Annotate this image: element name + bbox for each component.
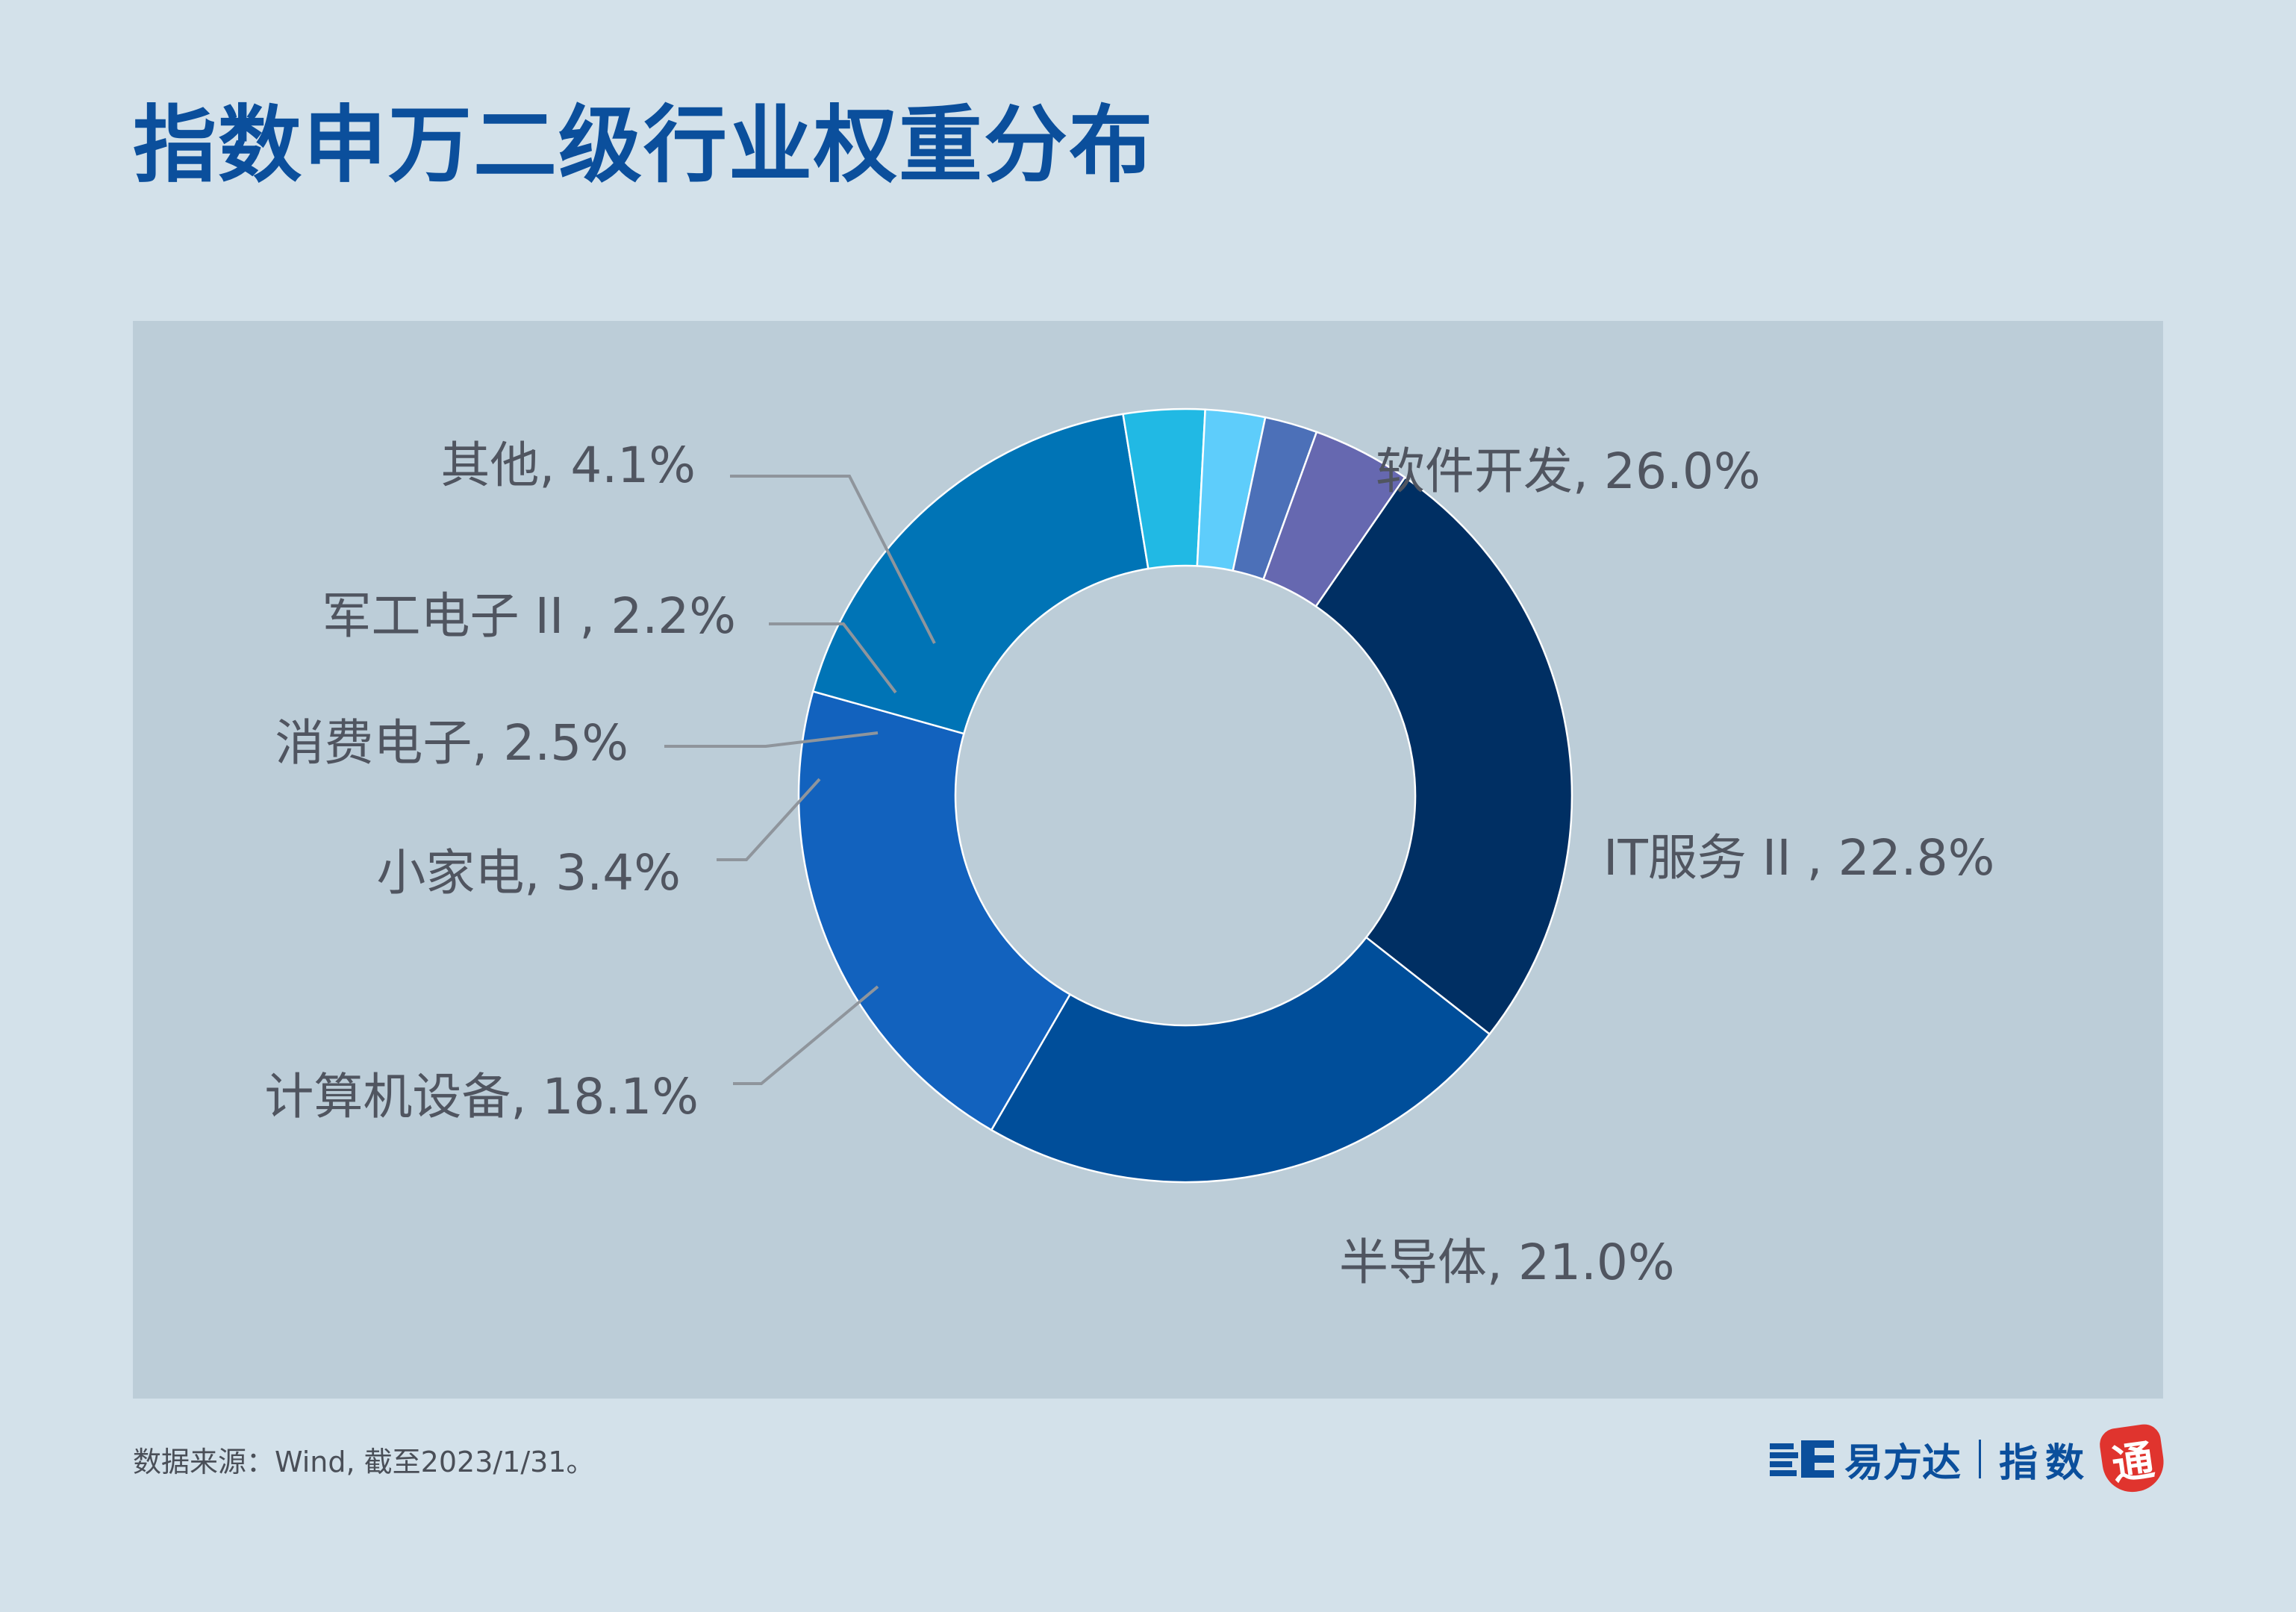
leader-line-7 [769, 622, 897, 694]
brand-subtitle: 指数 [1998, 1440, 2091, 1486]
page-title: 指数申万二级行业权重分布 [133, 97, 1154, 194]
slice-label-5: 小家电, 3.4% [376, 844, 681, 902]
seal-icon: 通 [2097, 1422, 2168, 1496]
slice-8 [1262, 431, 1406, 608]
slice-label-1: 软件开发, 26.0% [1376, 443, 1761, 500]
slice-3 [797, 690, 1072, 1131]
slice-label-7: 军工电子 II , 2.2% [322, 587, 736, 645]
slice-4 [811, 413, 1149, 735]
chart-panel: 软件开发, 26.0% IT服务 II , 22.8% 半导体, 21.0% 计算机设… [133, 321, 2163, 1399]
leader-line-4 [733, 985, 879, 1085]
slice-label-4: 计算机设备, 18.1% [264, 1068, 699, 1125]
leader-line-8 [730, 475, 936, 644]
slice-label-2: IT服务 II , 22.8% [1603, 829, 1994, 887]
slice-label-6: 消费电子, 2.5% [275, 714, 628, 772]
brand-name: 易方达 [1844, 1440, 1961, 1486]
brand-logo: 易方达 指数 通 [1769, 1422, 2168, 1496]
slice-2 [990, 936, 1491, 1184]
slice-label-8: 其他, 4.1% [440, 437, 696, 494]
slice-1 [1314, 475, 1573, 1036]
source-note: 数据来源：Wind, 截至2023/1/31。 [133, 1446, 595, 1478]
donut-chart: 软件开发, 26.0% IT服务 II , 22.8% 半导体, 21.0% 计算机设… [264, 407, 1994, 1291]
brand-divider [1978, 1440, 1981, 1478]
slice-label-3: 半导体, 21.0% [1339, 1234, 1675, 1291]
leader-line-6 [664, 731, 879, 748]
leader-line-5 [717, 778, 821, 861]
brand-mark-icon [1769, 1440, 1834, 1478]
